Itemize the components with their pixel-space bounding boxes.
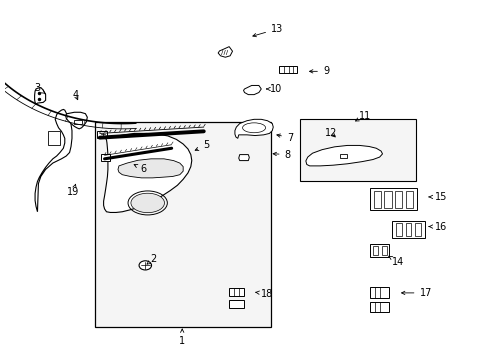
Text: 6: 6 xyxy=(134,165,146,174)
Bar xyxy=(369,188,416,210)
Text: 12: 12 xyxy=(324,128,336,138)
Bar xyxy=(95,122,270,328)
Bar xyxy=(340,154,346,158)
Bar xyxy=(229,300,243,308)
Bar xyxy=(384,190,391,207)
Polygon shape xyxy=(65,112,87,129)
Bar xyxy=(229,288,243,296)
Text: 19: 19 xyxy=(67,184,79,197)
Text: 18: 18 xyxy=(255,289,273,298)
Polygon shape xyxy=(35,109,72,212)
Text: 7: 7 xyxy=(276,133,292,143)
Bar xyxy=(381,246,386,255)
Text: 13: 13 xyxy=(252,24,283,37)
Bar xyxy=(48,131,60,145)
Text: 17: 17 xyxy=(401,288,431,298)
Bar xyxy=(299,119,415,181)
Bar xyxy=(414,223,420,236)
Polygon shape xyxy=(238,154,249,161)
Polygon shape xyxy=(118,159,183,178)
Bar xyxy=(394,190,401,207)
Text: 2: 2 xyxy=(147,255,156,264)
Text: 1: 1 xyxy=(179,329,185,346)
Bar xyxy=(369,302,388,312)
Bar xyxy=(405,190,412,207)
Bar xyxy=(74,120,81,124)
Polygon shape xyxy=(243,85,261,95)
Bar xyxy=(405,223,410,236)
Text: 4: 4 xyxy=(73,90,79,100)
Bar xyxy=(373,190,380,207)
Polygon shape xyxy=(35,87,45,104)
Text: 3: 3 xyxy=(34,83,45,94)
Text: 9: 9 xyxy=(309,66,328,76)
Bar xyxy=(391,221,424,238)
Bar xyxy=(373,246,377,255)
Bar xyxy=(101,154,110,161)
Text: 16: 16 xyxy=(428,221,446,231)
Text: 15: 15 xyxy=(428,192,446,202)
Text: 8: 8 xyxy=(273,150,290,159)
Bar xyxy=(97,131,107,138)
Text: 14: 14 xyxy=(388,256,403,267)
Bar xyxy=(279,66,297,73)
Polygon shape xyxy=(103,134,191,212)
Polygon shape xyxy=(305,145,382,166)
Text: 5: 5 xyxy=(195,140,209,150)
Bar xyxy=(395,223,401,236)
Circle shape xyxy=(139,261,151,270)
Text: 11: 11 xyxy=(355,111,370,121)
Text: 10: 10 xyxy=(266,84,281,94)
Bar xyxy=(369,243,388,257)
Bar xyxy=(369,287,388,298)
Polygon shape xyxy=(218,47,232,57)
Polygon shape xyxy=(234,119,273,138)
Ellipse shape xyxy=(131,193,164,213)
